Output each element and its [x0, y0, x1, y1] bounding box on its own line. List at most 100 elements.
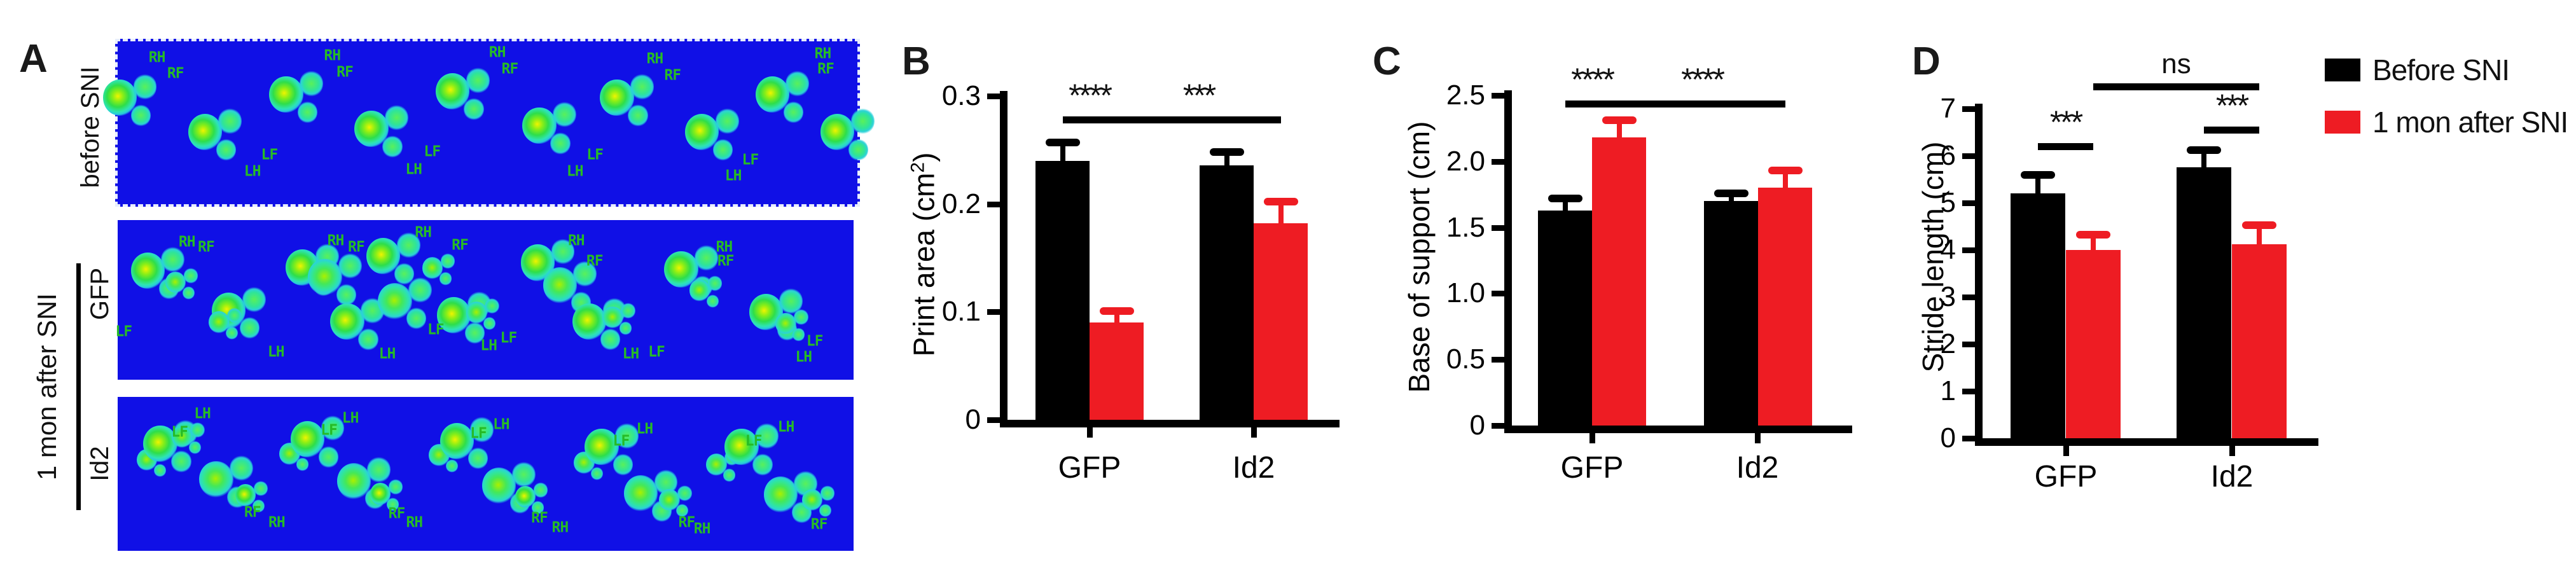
- paw-print-blob: [216, 138, 236, 161]
- paw-print-blob: [436, 73, 470, 110]
- paw-print-blob: [850, 108, 875, 134]
- bar-id2-before-sni: [1704, 201, 1758, 426]
- paw-print-cluster: [521, 101, 579, 160]
- bar-id2-after-sni: [1254, 223, 1308, 420]
- x-category-label: GFP: [1058, 451, 1121, 485]
- x-category-label: Id2: [1232, 451, 1275, 485]
- significance-label: ***: [1182, 78, 1216, 113]
- paw-print-blob: [715, 108, 739, 134]
- error-bar-cap: [1714, 189, 1748, 197]
- paw-print-blob: [752, 453, 773, 476]
- y-tick-label: 0: [1469, 410, 1485, 441]
- paw-print-cluster: [754, 71, 813, 129]
- y-tick-mark: [987, 201, 1000, 207]
- paw-label-rh: RH: [178, 233, 196, 251]
- paw-print-blob: [440, 253, 455, 269]
- paw-label-lf: LF: [586, 146, 604, 163]
- y-tick-label: 1.5: [1446, 211, 1485, 243]
- paw-print-blob: [522, 107, 557, 144]
- paw-print-blob: [685, 114, 719, 151]
- paw-label-rf: RF: [452, 237, 469, 254]
- paw-print-blob: [794, 309, 808, 325]
- paw-print-blob: [707, 275, 723, 292]
- paw-label-rf: RF: [664, 67, 681, 84]
- paw-label-lf: LF: [427, 321, 445, 338]
- paw-print-blob: [763, 476, 798, 513]
- row-label-gfp: GFP: [86, 267, 114, 321]
- paw-print-blob: [388, 479, 403, 495]
- paw-print-blob: [153, 464, 166, 478]
- error-bar-cap: [1602, 116, 1637, 125]
- footprint-panel-before-sni: RH RF RH RF RH RF RH RF RH RF LF LH LF LH LF LH LF LH: [102, 39, 875, 207]
- significance-bracket: [2204, 127, 2259, 134]
- paw-print-blob: [242, 286, 266, 313]
- paw-print-blob: [300, 71, 324, 97]
- error-bar-cap: [1209, 148, 1244, 156]
- error-bar-stem: [1060, 142, 1065, 165]
- paw-print-blob: [227, 307, 242, 324]
- bar-gfp-after-sni: [1090, 322, 1144, 420]
- panel-letter-b: B: [902, 39, 931, 83]
- y-tick-label: 2: [1940, 328, 1956, 359]
- paw-print-blob: [783, 100, 803, 123]
- group-label-1mon-after-sni: 1 mon after SNI: [32, 293, 62, 481]
- paw-print-blob: [819, 504, 831, 518]
- paw-print-cluster: [208, 307, 244, 343]
- paw-print-blob: [296, 457, 309, 471]
- bar-gfp-after-sni: [1592, 137, 1646, 426]
- paw-label-lh: LH: [194, 405, 211, 422]
- error-bar-cap: [1045, 138, 1080, 146]
- paw-label-rf: RF: [586, 253, 604, 270]
- paw-print-blob: [630, 74, 654, 100]
- paw-label-rf: RF: [244, 504, 261, 520]
- y-axis-line: [1975, 104, 1983, 446]
- y-tick-mark: [1962, 200, 1975, 206]
- paw-label-lf: LF: [745, 433, 763, 450]
- panel-letter-c: C: [1373, 39, 1401, 83]
- significance-label: ***: [2049, 104, 2083, 140]
- paw-print-blob: [336, 283, 356, 306]
- error-bar-stem: [1782, 170, 1788, 192]
- group-bracket-line: [76, 263, 81, 510]
- paw-print-cluster: [377, 277, 436, 336]
- y-tick-label: 0.5: [1446, 343, 1485, 375]
- paw-label-rf: RF: [678, 514, 696, 531]
- y-tick-label: 0: [1940, 422, 1956, 454]
- paw-label-rf: RF: [336, 64, 354, 81]
- paw-print-blob: [382, 135, 403, 158]
- paw-print-blob: [182, 286, 195, 300]
- significance-label: ****: [1069, 78, 1112, 113]
- paw-print-cluster: [481, 461, 539, 520]
- paw-print-blob: [366, 238, 401, 275]
- paw-print-blob: [190, 422, 205, 438]
- error-bar-stem: [1562, 198, 1568, 214]
- paw-label-lh: LH: [566, 163, 584, 180]
- paw-print-blob: [481, 467, 516, 504]
- paw-label-lh: LH: [795, 349, 812, 366]
- paw-label-lf: LF: [613, 433, 630, 450]
- paw-label-rh: RH: [327, 232, 345, 249]
- y-tick-label: 0: [965, 404, 981, 435]
- paw-print-blob: [188, 114, 222, 151]
- paw-label-rh: RH: [268, 514, 286, 531]
- y-tick-label: 3: [1940, 281, 1956, 312]
- paw-label-lh: LH: [267, 343, 285, 361]
- error-bar-cap: [1548, 194, 1582, 202]
- paw-print-blob: [338, 253, 363, 279]
- paw-label-rh: RH: [551, 519, 569, 536]
- legend-label-1mon-after-sni: 1 mon after SNI: [2372, 106, 2568, 139]
- paw-print-blob: [820, 485, 835, 501]
- y-tick-label: 2.0: [1446, 145, 1485, 177]
- y-tick-mark: [987, 309, 1000, 315]
- paw-print-blob: [436, 297, 471, 334]
- y-tick-label: 0.2: [941, 188, 981, 219]
- paw-print-cluster: [439, 417, 497, 475]
- paw-print-blob: [464, 97, 484, 120]
- paw-print-blob: [184, 267, 198, 284]
- paw-print-blob: [689, 279, 710, 301]
- paw-print-blob: [396, 232, 420, 258]
- paw-print-cluster: [422, 253, 457, 289]
- paw-print-blob: [470, 417, 494, 443]
- y-tick-label: 1.0: [1446, 277, 1485, 309]
- significance-bracket: [1619, 100, 1785, 107]
